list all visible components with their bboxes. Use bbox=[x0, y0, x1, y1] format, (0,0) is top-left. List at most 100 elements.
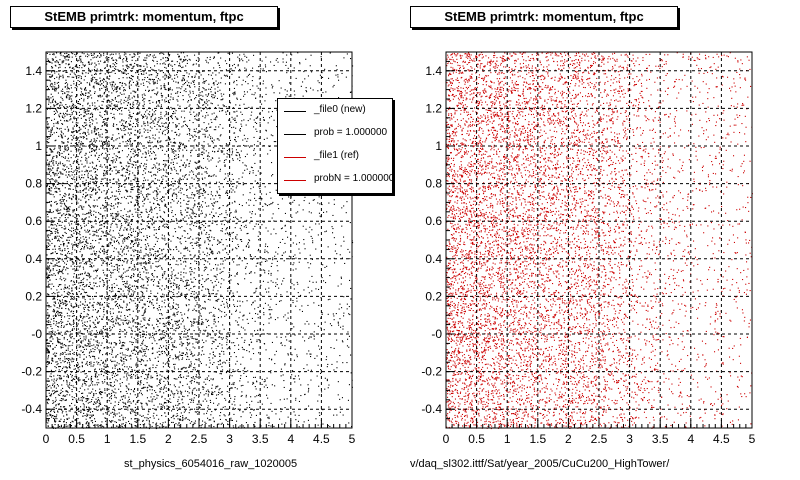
scatter-point bbox=[60, 133, 62, 135]
scatter-point bbox=[186, 283, 188, 285]
scatter-point bbox=[72, 358, 74, 360]
scatter-point bbox=[105, 353, 107, 355]
scatter-point bbox=[169, 116, 171, 118]
scatter-point bbox=[66, 52, 68, 54]
scatter-point bbox=[174, 131, 176, 133]
scatter-point bbox=[97, 379, 99, 381]
scatter-point bbox=[196, 113, 198, 115]
scatter-point bbox=[55, 237, 57, 239]
scatter-point bbox=[122, 307, 124, 309]
scatter-point bbox=[173, 192, 175, 194]
scatter-point bbox=[156, 123, 158, 125]
scatter-point bbox=[103, 148, 105, 150]
scatter-point bbox=[196, 302, 198, 304]
scatter-point bbox=[227, 173, 229, 175]
scatter-point bbox=[142, 355, 144, 357]
scatter-point bbox=[156, 297, 158, 299]
scatter-point bbox=[50, 149, 52, 151]
scatter-point bbox=[95, 254, 97, 256]
scatter-point bbox=[53, 172, 55, 174]
scatter-point bbox=[198, 282, 200, 284]
scatter-point bbox=[62, 244, 64, 246]
scatter-point bbox=[169, 315, 171, 317]
scatter-point bbox=[226, 252, 228, 254]
scatter-point bbox=[138, 79, 140, 81]
scatter-point bbox=[207, 389, 209, 391]
scatter-point bbox=[123, 248, 125, 250]
scatter-point bbox=[103, 78, 105, 80]
scatter-point bbox=[98, 374, 100, 376]
scatter-point bbox=[159, 185, 161, 187]
scatter-point bbox=[70, 359, 72, 361]
scatter-point bbox=[219, 272, 221, 274]
scatter-point bbox=[282, 238, 284, 240]
scatter-point bbox=[132, 325, 134, 327]
scatter-point bbox=[171, 130, 173, 132]
scatter-point bbox=[107, 399, 109, 401]
scatter-point bbox=[128, 420, 130, 422]
scatter-point bbox=[144, 319, 146, 321]
scatter-point bbox=[158, 347, 160, 349]
scatter-point bbox=[128, 117, 130, 119]
scatter-point bbox=[220, 271, 222, 273]
scatter-point bbox=[127, 285, 129, 287]
scatter-point bbox=[153, 234, 155, 236]
scatter-point bbox=[81, 88, 83, 90]
scatter-point bbox=[255, 117, 257, 119]
scatter-point bbox=[175, 110, 177, 112]
scatter-point bbox=[148, 421, 150, 423]
scatter-point bbox=[192, 281, 194, 283]
scatter-point bbox=[281, 254, 283, 256]
scatter-point bbox=[193, 293, 195, 295]
scatter-point bbox=[205, 185, 207, 187]
scatter-point bbox=[69, 95, 71, 97]
scatter-point bbox=[187, 237, 189, 239]
scatter-point bbox=[274, 354, 276, 356]
scatter-point bbox=[75, 121, 77, 123]
scatter-point bbox=[232, 178, 234, 180]
scatter-point bbox=[347, 399, 349, 401]
scatter-point bbox=[54, 385, 56, 387]
scatter-point bbox=[151, 211, 153, 213]
scatter-point bbox=[183, 121, 185, 123]
scatter-point bbox=[220, 373, 222, 375]
scatter-point bbox=[87, 398, 89, 400]
scatter-point bbox=[184, 260, 186, 262]
scatter-point bbox=[128, 83, 130, 85]
scatter-point bbox=[193, 128, 195, 130]
scatter-point bbox=[46, 63, 48, 65]
scatter-point bbox=[193, 424, 195, 426]
scatter-point bbox=[92, 187, 94, 189]
scatter-point bbox=[78, 67, 80, 69]
scatter-point bbox=[129, 138, 131, 140]
scatter-point bbox=[349, 314, 351, 316]
scatter-point bbox=[345, 212, 347, 214]
scatter-point bbox=[51, 67, 53, 69]
scatter-point bbox=[259, 188, 261, 190]
scatter-point bbox=[183, 327, 185, 329]
scatter-point bbox=[189, 224, 191, 226]
scatter-point bbox=[77, 202, 79, 204]
scatter-point bbox=[142, 82, 144, 84]
scatter-point bbox=[178, 291, 180, 293]
scatter-point bbox=[46, 350, 48, 352]
scatter-point bbox=[84, 244, 86, 246]
scatter-point bbox=[51, 66, 53, 68]
scatter-point bbox=[128, 326, 130, 328]
scatter-point bbox=[61, 214, 63, 216]
scatter-point bbox=[127, 349, 129, 351]
scatter-point bbox=[61, 104, 63, 106]
scatter-point bbox=[159, 53, 161, 55]
scatter-point bbox=[270, 265, 272, 267]
scatter-point bbox=[163, 294, 165, 296]
scatter-point bbox=[56, 82, 58, 84]
scatter-point bbox=[82, 392, 84, 394]
scatter-point bbox=[46, 118, 48, 120]
scatter-point bbox=[84, 132, 86, 134]
scatter-point bbox=[186, 159, 188, 161]
scatter-point bbox=[134, 167, 136, 169]
scatter-point bbox=[110, 271, 112, 273]
scatter-point bbox=[128, 233, 130, 235]
scatter-point bbox=[141, 285, 143, 287]
scatter-point bbox=[208, 156, 210, 158]
